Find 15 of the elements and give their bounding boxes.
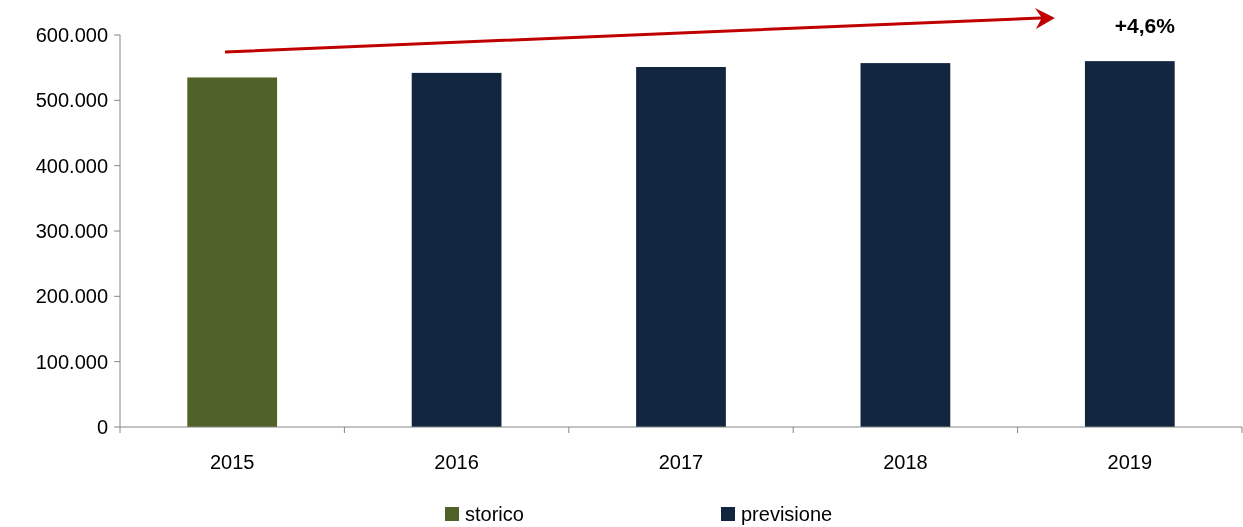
x-tick-label: 2016 — [434, 451, 479, 473]
legend-label: storico — [465, 503, 524, 525]
x-tick-label: 2019 — [1107, 451, 1153, 473]
y-tick-label: 100.000 — [35, 350, 108, 373]
y-tick-label: 400.000 — [35, 154, 108, 177]
y-tick-label: 300.000 — [35, 220, 108, 242]
y-tick-label: 600.000 — [35, 24, 108, 46]
x-tick-label: 2018 — [883, 451, 928, 473]
x-tick-label: 2017 — [658, 451, 704, 473]
annotation: +4,6% — [1114, 14, 1176, 37]
y-tick-label: 500.000 — [35, 89, 108, 112]
x-tick-label: 2015 — [209, 451, 255, 473]
y-tick-label: 200.000 — [35, 285, 108, 308]
y-tick-label: 0 — [96, 416, 108, 438]
legend-label: previsione — [741, 503, 833, 525]
